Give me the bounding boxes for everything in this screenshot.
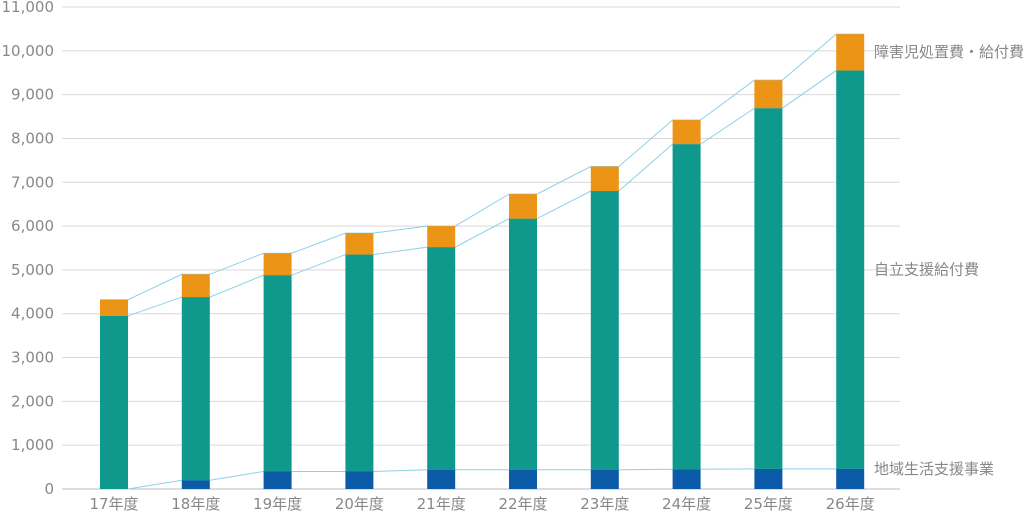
bar-segment xyxy=(754,108,783,469)
series-connector-line xyxy=(100,33,865,301)
x-tick-label: 17年度 xyxy=(89,495,138,511)
x-tick-label: 25年度 xyxy=(744,495,793,511)
bars xyxy=(100,34,865,489)
series-label: 自立支援給付費 xyxy=(874,261,979,279)
x-tick-label: 18年度 xyxy=(171,495,220,511)
bar-segment xyxy=(345,471,374,489)
x-tick-label: 19年度 xyxy=(253,495,302,511)
y-tick-label: 8,000 xyxy=(11,129,54,147)
y-tick-label: 7,000 xyxy=(11,173,54,191)
bar-segment xyxy=(836,468,865,489)
bar-segment xyxy=(345,254,374,472)
bar-segment xyxy=(836,34,865,71)
series-connector-line xyxy=(100,468,865,490)
bar-segment xyxy=(100,315,128,489)
x-tick-label: 23年度 xyxy=(580,495,629,511)
y-tick-label: 3,000 xyxy=(11,349,54,367)
y-tick-label: 11,000 xyxy=(2,0,55,16)
bar-segment xyxy=(181,480,210,489)
bar-segment xyxy=(345,233,374,255)
series-label: 障害児処置費・給付費 xyxy=(874,43,1024,61)
bar-segment xyxy=(590,166,619,192)
bar-segment xyxy=(672,144,701,470)
series-connector-lines xyxy=(100,33,865,490)
bar-segment xyxy=(427,247,456,470)
y-axis: 0 1,000 2,000 3,000 4,000 5,000 6,000 7,000 8,00… xyxy=(2,0,55,498)
y-tick-label: 1,000 xyxy=(11,436,54,454)
x-tick-label: 26年度 xyxy=(826,495,875,511)
y-tick-label: 2,000 xyxy=(11,392,54,410)
bar-segment xyxy=(509,218,537,470)
x-tick-label: 21年度 xyxy=(417,495,466,511)
y-tick-label: 5,000 xyxy=(11,261,54,279)
bar-segment xyxy=(672,120,701,145)
bar-segment xyxy=(590,469,619,489)
y-tick-label: 6,000 xyxy=(11,217,54,235)
bar-segment xyxy=(181,274,210,298)
y-tick-label: 9,000 xyxy=(11,86,54,104)
bar-segment xyxy=(754,80,783,109)
bar-segment xyxy=(181,297,210,481)
x-axis: 17年度 18年度 19年度 20年度 21年度 22年度 23年度 24年度 25年度 26年度 xyxy=(89,495,874,511)
y-tick-label: 0 xyxy=(44,480,54,498)
bar-segment xyxy=(263,275,292,472)
x-tick-label: 24年度 xyxy=(662,495,711,511)
bar-segment xyxy=(427,226,456,248)
bar-segment xyxy=(754,468,783,489)
bar-segment xyxy=(590,191,619,470)
y-tick-label: 10,000 xyxy=(2,42,55,60)
series-connector-line xyxy=(100,70,865,317)
bar-segment xyxy=(509,469,537,489)
bar-segment xyxy=(836,70,865,469)
series-label: 地域生活支援事業 xyxy=(874,460,994,478)
x-tick-label: 20年度 xyxy=(335,495,384,511)
y-tick-label: 4,000 xyxy=(11,305,54,323)
bar-segment xyxy=(100,299,128,316)
bar-segment xyxy=(672,469,701,489)
bar-segment xyxy=(427,469,456,489)
bar-segment xyxy=(263,253,292,276)
bar-segment xyxy=(509,194,537,219)
bar-segment xyxy=(263,471,292,489)
x-tick-label: 22年度 xyxy=(498,495,547,511)
